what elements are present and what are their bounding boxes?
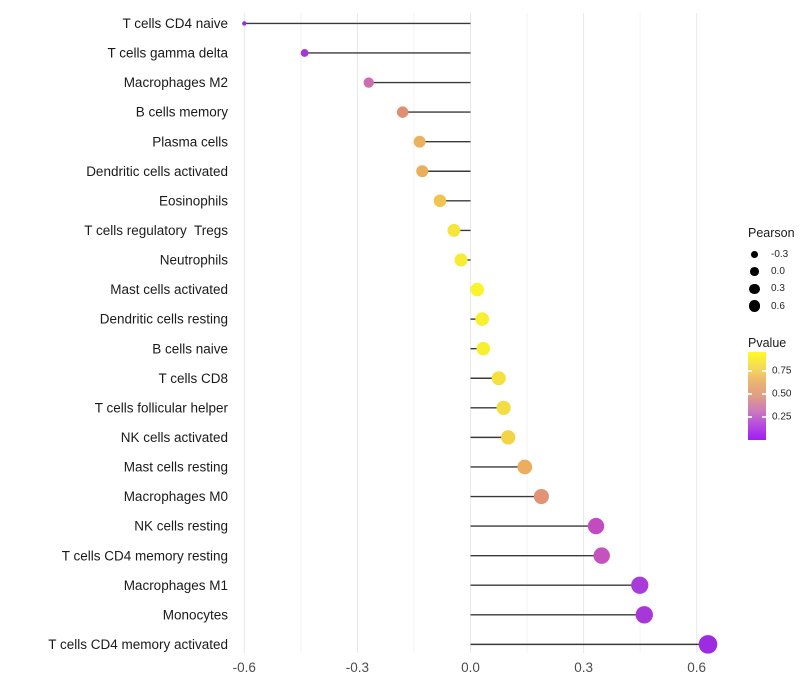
- x-tick-label: 0.0: [461, 660, 480, 675]
- row-label: NK cells activated: [121, 430, 228, 445]
- row-label: T cells CD4 memory activated: [48, 637, 228, 652]
- x-axis-labels: -0.6 -0.3 0.0 0.3 0.6: [233, 660, 706, 675]
- size-legend-dot-icon: [749, 283, 760, 295]
- lollipop-dot: [517, 459, 533, 475]
- row-label: Mast cells activated: [110, 282, 228, 297]
- size-legend-row: 0.3: [743, 280, 788, 297]
- pvalue-tick-mark: [762, 416, 766, 419]
- pvalue-tick-mark: [762, 369, 766, 372]
- size-legend-label: 0.0: [771, 266, 785, 278]
- size-legend-dot-icon: [751, 251, 758, 258]
- size-legend-label: -0.3: [771, 249, 789, 261]
- row-label: Neutrophils: [160, 253, 229, 268]
- lollipop-dot: [242, 21, 247, 26]
- row-label: T cells follicular helper: [95, 400, 229, 415]
- size-legend-dot-icon: [750, 267, 759, 277]
- lollipop-dot: [593, 547, 610, 564]
- row-label: Dendritic cells resting: [100, 312, 228, 327]
- lollipop-dot: [631, 576, 649, 594]
- lollipop-dot: [470, 282, 485, 297]
- size-dot-cell: [743, 251, 766, 258]
- lollipop-dots: [242, 21, 718, 654]
- size-dot-cell: [743, 267, 766, 277]
- lollipop-dot: [454, 253, 468, 267]
- pvalue-tick-label: 0.50: [772, 388, 792, 400]
- lollipop-dot: [396, 106, 409, 118]
- lollipop-dot: [300, 49, 309, 57]
- pvalue-gradient-bar: [748, 352, 766, 440]
- y-axis-labels: T cells CD4 naive T cells gamma delta Macr…: [48, 16, 228, 652]
- row-label: Dendritic cells activated: [86, 164, 228, 179]
- row-label: B cells memory: [136, 105, 229, 120]
- row-label: T cells CD4 memory resting: [62, 548, 228, 563]
- lollipop-dot: [587, 517, 605, 535]
- size-legend-label: 0.3: [771, 283, 785, 295]
- pvalue-tick-label: 0.75: [772, 365, 792, 376]
- x-tick-label: 0.3: [574, 660, 593, 675]
- row-label: NK cells resting: [134, 519, 228, 534]
- pvalue-tick-mark: [748, 392, 752, 395]
- size-legend-title: Pearson: [748, 226, 795, 240]
- lollipop-dot: [476, 341, 491, 356]
- row-label: Plasma cells: [152, 134, 228, 149]
- pvalue-tick-mark: [762, 392, 766, 395]
- size-dot-cell: [743, 300, 766, 312]
- size-legend-row: 0.6: [743, 298, 788, 315]
- size-legend-items: -0.3 0.0 0.3 0.6: [743, 246, 788, 315]
- lollipop-dot: [363, 77, 374, 88]
- pvalue-tick-mark: [748, 416, 752, 419]
- gridlines: [243, 13, 698, 653]
- row-label: T cells gamma delta: [107, 46, 228, 61]
- lollipop-dot: [533, 488, 549, 505]
- lollipop-dot: [433, 194, 447, 208]
- lollipop-dot: [496, 400, 511, 415]
- row-label: T cells CD4 naive: [122, 16, 228, 31]
- row-label: T cells regulatory Tregs: [84, 223, 228, 238]
- x-tick-label: -0.6: [233, 660, 256, 675]
- size-dot-cell: [743, 283, 766, 295]
- lollipop-dot: [416, 165, 429, 178]
- x-tick-label: 0.6: [687, 660, 706, 675]
- lollipop-dot: [635, 606, 653, 624]
- x-tick-label: -0.3: [346, 660, 369, 675]
- pvalue-tick-label: 0.25: [772, 411, 792, 423]
- size-legend-label: 0.6: [771, 300, 785, 312]
- row-label: B cells naive: [152, 341, 228, 356]
- color-legend-title: Pvalue: [748, 336, 787, 350]
- row-label: T cells CD8: [158, 371, 228, 386]
- size-legend-dot-icon: [748, 300, 761, 312]
- lollipop-dot: [501, 430, 516, 445]
- legend-panel: Pearson -0.3 0.0 0.3 0.6 Pvalue 0.75 0.50 0.2…: [733, 222, 800, 452]
- lollipop-stems: [244, 22, 708, 646]
- lollipop-dot: [475, 312, 490, 326]
- row-label: Mast cells resting: [124, 460, 228, 475]
- lollipop-dot: [447, 223, 461, 237]
- pvalue-tick-mark: [748, 369, 752, 372]
- lollipop-dot: [698, 635, 718, 654]
- row-label: Macrophages M1: [124, 578, 228, 593]
- lollipop-dot: [413, 135, 426, 148]
- size-legend-row: -0.3: [743, 246, 788, 263]
- row-label: Macrophages M0: [124, 489, 228, 504]
- row-label: Macrophages M2: [124, 75, 228, 90]
- row-label: Eosinophils: [159, 193, 228, 208]
- lollipop-dot: [491, 371, 506, 386]
- row-label: Monocytes: [163, 607, 229, 622]
- size-legend-row: 0.0: [743, 263, 788, 280]
